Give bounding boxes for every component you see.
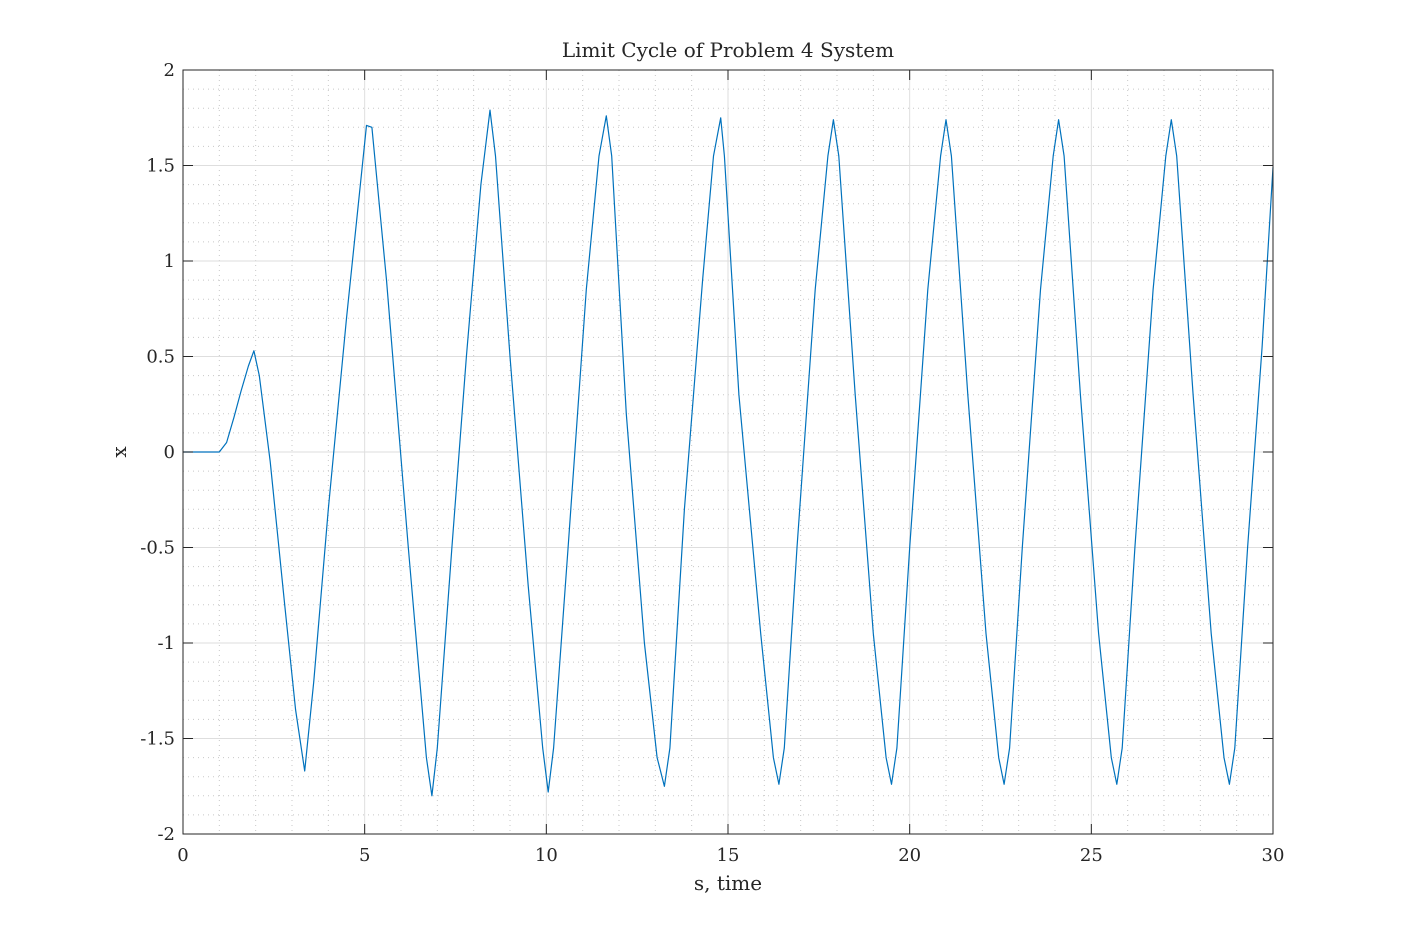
y-tick-label: 2 [164, 60, 175, 81]
axis-ticks [182, 69, 1274, 835]
x-tick-label: 0 [177, 845, 188, 866]
y-tick-label: 1 [164, 251, 175, 272]
x-tick-label: 20 [898, 845, 921, 866]
y-tick-label: -2 [157, 824, 175, 845]
series-line [183, 109, 1274, 797]
y-axis-title: x [107, 446, 131, 458]
y-tick-labels: -2 -1.5 -1 -0.5 0 0.5 1 1.5 2 [140, 60, 175, 845]
x-tick-label: 5 [359, 845, 370, 866]
y-tick-label: -1 [157, 633, 175, 654]
major-grid [182, 69, 1274, 835]
x-tick-label: 10 [535, 845, 558, 866]
x-tick-label: 30 [1262, 845, 1285, 866]
series-layer [183, 109, 1274, 797]
chart-title: Limit Cycle of Problem 4 System [562, 38, 894, 62]
x-tick-label: 25 [1080, 845, 1103, 866]
y-tick-label: -0.5 [140, 538, 175, 559]
y-tick-label: -1.5 [140, 729, 175, 750]
x-tick-label: 15 [717, 845, 740, 866]
y-tick-label: 1.5 [146, 156, 175, 177]
y-tick-label: 0.5 [146, 347, 175, 368]
x-tick-labels: 0 5 10 15 20 25 30 [177, 845, 1284, 866]
y-tick-label: 0 [164, 442, 175, 463]
x-axis-title: s, time [694, 871, 762, 895]
